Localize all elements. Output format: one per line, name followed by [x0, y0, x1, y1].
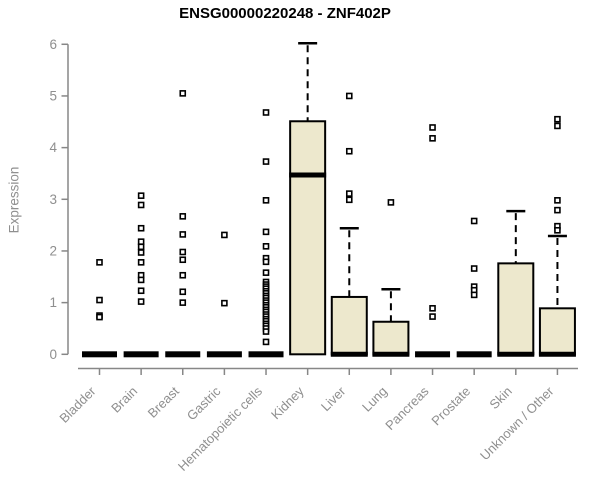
outlier-point — [137, 287, 145, 295]
outlier-point — [137, 276, 145, 284]
box-group-breast — [165, 90, 201, 358]
outlier-point — [262, 258, 270, 266]
outlier-point — [179, 231, 187, 238]
outlier-point — [387, 199, 395, 206]
collapsed-box-bar — [456, 351, 492, 358]
outlier-point — [429, 313, 436, 320]
outlier-point — [345, 190, 353, 197]
outlier-point — [179, 271, 187, 279]
collapsed-box-bar — [415, 351, 451, 358]
outlier-point — [554, 115, 561, 123]
outlier-point — [554, 122, 561, 130]
outlier-point — [262, 328, 270, 335]
outlier-point — [554, 206, 561, 214]
x-tick-label-skin: Skin — [486, 384, 514, 412]
box-rect — [330, 295, 368, 356]
outlier-point — [137, 201, 145, 209]
outlier-point — [262, 109, 270, 116]
x-tick-label-brain: Brain — [108, 384, 140, 416]
box-group-prostate — [456, 217, 492, 358]
box-group-skin — [497, 209, 535, 357]
chart-title: ENSG00000220248 - ZNF402P — [179, 5, 391, 22]
outlier-point — [179, 248, 187, 256]
box-group-brain — [123, 192, 159, 358]
outlier-point — [345, 147, 353, 155]
collapsed-box-bar — [206, 351, 242, 358]
outlier-point — [345, 92, 353, 100]
outlier-point — [179, 90, 187, 97]
box-group-kidney — [289, 41, 327, 356]
outlier-point — [554, 226, 561, 234]
box-group-unknown-other — [538, 115, 576, 357]
collapsed-box-bar — [82, 351, 117, 358]
x-tick-label-liver: Liver — [318, 383, 349, 414]
outlier-point — [137, 192, 145, 199]
outlier-point — [262, 197, 270, 204]
box-rect — [289, 120, 327, 356]
outlier-point — [179, 256, 187, 264]
y-tick-label: 0 — [49, 347, 57, 362]
x-tick-label-gastric: Gastric — [184, 383, 224, 423]
outlier-point — [470, 265, 478, 272]
x-tick-label-kidney: Kidney — [268, 383, 307, 422]
y-tick-label: 5 — [49, 88, 57, 103]
outlier-point — [137, 298, 145, 305]
outlier-point — [262, 228, 270, 236]
box-group-pancreas — [415, 124, 451, 358]
outlier-point — [429, 305, 436, 312]
outlier-point — [137, 238, 145, 245]
outlier-point — [262, 269, 270, 276]
outlier-point — [221, 231, 228, 239]
collapsed-box-bar — [123, 351, 159, 358]
box-group-lung — [372, 199, 410, 357]
collapsed-box-bar — [165, 351, 201, 358]
outlier-point — [137, 249, 145, 256]
outlier-point — [345, 196, 353, 204]
outlier-point — [262, 158, 270, 165]
box-rect — [497, 262, 535, 356]
outlier-point — [221, 299, 228, 307]
outlier-point — [470, 291, 478, 299]
x-tick-label-pancreas: Pancreas — [382, 383, 432, 433]
outlier-point — [554, 197, 561, 204]
outlier-point — [470, 217, 478, 225]
x-tick-label-prostate: Prostate — [428, 384, 473, 429]
collapsed-box-bar — [248, 351, 284, 358]
box-group-gastric — [206, 231, 242, 358]
outlier-point — [262, 338, 270, 346]
box-group-liver — [330, 92, 368, 357]
box-rect — [538, 307, 576, 356]
outlier-point — [179, 288, 187, 296]
y-tick-label: 3 — [49, 192, 57, 207]
outlier-point — [96, 313, 103, 321]
x-tick-label-breast: Breast — [145, 383, 182, 420]
box-group-hematopoietic-cells — [248, 109, 284, 358]
y-tick-label: 6 — [49, 37, 57, 52]
x-tick-label-unknown-other: Unknown / Other — [477, 383, 557, 463]
y-tick-label: 4 — [49, 140, 57, 155]
x-tick-label-bladder: Bladder — [56, 383, 99, 426]
outlier-point — [137, 259, 145, 266]
box-group-bladder — [82, 259, 117, 358]
x-tick-label-lung: Lung — [359, 384, 390, 415]
outlier-point — [429, 124, 436, 131]
box-rect — [372, 320, 410, 356]
y-tick-label: 1 — [49, 295, 57, 310]
outlier-point — [262, 243, 270, 250]
outlier-point — [179, 299, 187, 306]
outlier-point — [137, 224, 145, 232]
outlier-point — [179, 213, 187, 220]
outlier-point — [96, 259, 103, 266]
outlier-point — [429, 135, 436, 142]
y-tick-label: 2 — [49, 243, 57, 258]
outlier-point — [96, 296, 103, 304]
outlier-point — [137, 243, 145, 251]
